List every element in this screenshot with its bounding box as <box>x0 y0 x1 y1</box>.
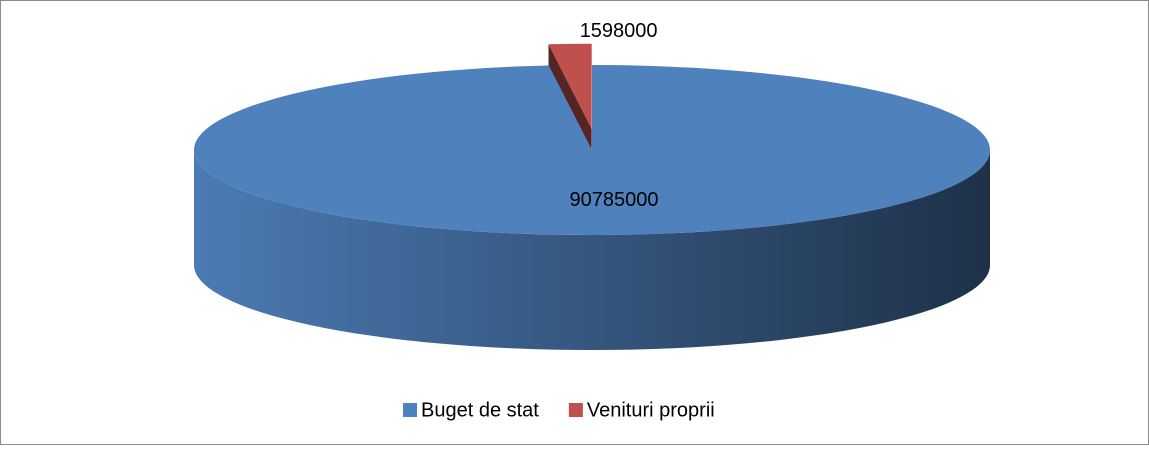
legend-label: Venituri proprii <box>587 399 715 421</box>
data-label: 90785000 <box>569 189 658 211</box>
legend-swatch <box>403 403 417 417</box>
slice-side-shade <box>194 150 990 350</box>
legend-swatch <box>568 403 583 417</box>
slice <box>548 43 592 129</box>
data-label: 1598000 <box>580 20 658 42</box>
slice <box>194 65 991 235</box>
legend-label: Buget de stat <box>421 399 539 421</box>
